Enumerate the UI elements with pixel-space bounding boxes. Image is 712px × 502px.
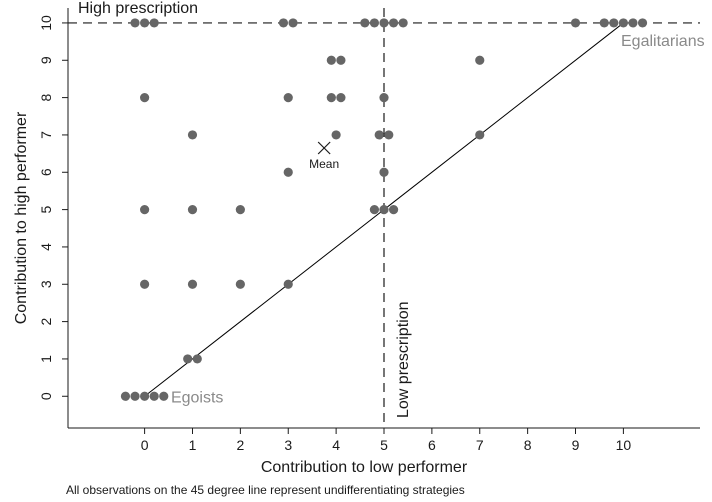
scatter-point <box>369 205 380 215</box>
scatter-point <box>398 18 408 28</box>
axes-layer: 0 1 2 3 4 5 6 7 8 9 10 0 1 2 3 4 5 6 7 8 9 10 <box>38 8 700 453</box>
x-tick-label: 4 <box>332 437 340 453</box>
scatter-point <box>637 18 648 28</box>
scatter-point <box>379 18 389 28</box>
scatter-point <box>140 18 150 28</box>
y-tick-label: 1 <box>38 355 54 363</box>
scatter-point <box>149 18 159 28</box>
x-axis-title: Contribution to low performer <box>261 459 468 476</box>
x-tick-label: 0 <box>141 437 149 453</box>
scatter-point <box>130 391 140 401</box>
chart-footnote: All observations on the 45 degree line r… <box>66 483 465 497</box>
low-prescription-label: Low prescription <box>395 302 412 419</box>
scatter-point <box>388 18 399 28</box>
high-prescription-label: High prescription <box>78 0 198 17</box>
scatter-point <box>326 55 336 65</box>
scatter-point <box>379 167 389 177</box>
scatter-point <box>187 205 198 215</box>
scatter-point <box>475 55 485 65</box>
scatter-point <box>388 205 399 215</box>
y-tick-label: 6 <box>38 168 54 176</box>
x-tick-label: 3 <box>284 437 292 453</box>
scatter-point <box>360 18 370 28</box>
scatter-point <box>192 354 202 364</box>
scatter-point <box>149 391 159 401</box>
y-tick-label: 0 <box>38 392 54 400</box>
scatter-point <box>235 279 245 289</box>
scatter-point <box>187 279 198 289</box>
x-tick-label: 9 <box>572 437 580 453</box>
scatter-point <box>278 18 289 28</box>
y-tick-label: 2 <box>38 317 54 325</box>
scatter-point <box>618 18 628 28</box>
scatter-point <box>187 130 198 140</box>
scatter-point <box>183 354 193 364</box>
points-layer <box>120 18 648 401</box>
scatter-point <box>475 130 485 140</box>
scatter-point <box>379 93 389 103</box>
scatter-point <box>369 18 380 28</box>
scatter-point <box>140 93 150 103</box>
scatter-point <box>570 18 581 28</box>
scatter-point <box>384 130 394 140</box>
scatter-point <box>609 18 619 28</box>
y-tick-label: 9 <box>38 56 54 64</box>
scatter-point <box>374 130 384 140</box>
scatter-point <box>283 167 293 177</box>
y-tick-label: 5 <box>38 205 54 213</box>
scatter-point <box>120 391 131 401</box>
scatter-point <box>336 93 346 103</box>
scatter-point <box>331 130 341 140</box>
x-tick-label: 2 <box>236 437 244 453</box>
x-tick-label: 6 <box>428 437 436 453</box>
scatter-point <box>140 391 150 401</box>
scatter-point <box>130 18 140 28</box>
scatter-point <box>336 55 346 65</box>
y-tick-label: 4 <box>38 243 54 251</box>
scatter-point <box>283 279 293 289</box>
scatter-point <box>599 18 609 28</box>
x-tick-label: 1 <box>189 437 197 453</box>
egalitarians-label: Egalitarians <box>621 33 705 50</box>
scatter-point <box>288 18 298 28</box>
y-tick-label: 8 <box>38 93 54 101</box>
x-tick-label: 5 <box>380 437 388 453</box>
scatter-point <box>159 391 169 401</box>
y-tick-label: 7 <box>38 131 54 139</box>
scatter-point <box>140 205 150 215</box>
x-tick-label: 10 <box>616 437 632 453</box>
x-tick-label: 8 <box>524 437 532 453</box>
egoists-label: Egoists <box>171 389 223 406</box>
scatter-point <box>235 205 245 215</box>
y-axis-title: Contribution to high performer <box>13 111 30 324</box>
scatter-point <box>628 18 638 28</box>
scatter-point <box>379 205 389 215</box>
mean-label: Mean <box>309 157 339 171</box>
x-tick-label: 7 <box>476 437 484 453</box>
scatter-point <box>283 93 293 103</box>
scatter-point <box>326 93 336 103</box>
scatter-point <box>140 279 150 289</box>
y-tick-label: 3 <box>38 280 54 288</box>
mean-marker <box>317 141 331 155</box>
y-tick-label: 10 <box>38 15 54 31</box>
